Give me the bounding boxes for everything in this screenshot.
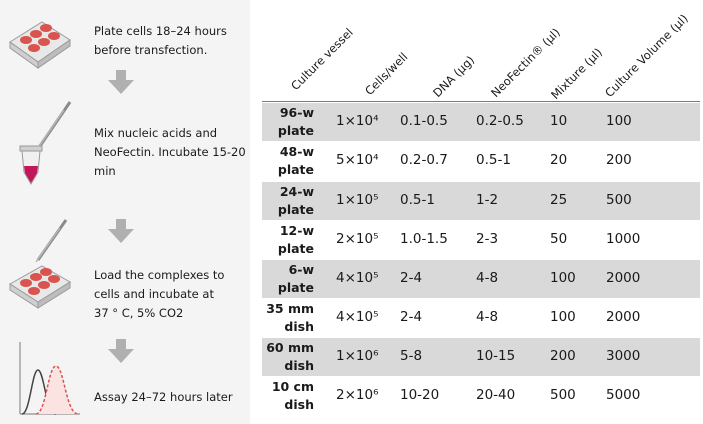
- header-mixture: Mixture (µl): [548, 45, 605, 102]
- header-culture-vessel: Culture vessel: [288, 25, 356, 93]
- cells-cell: 5×10⁴: [336, 152, 379, 168]
- table-row: 35 mm dish 4×10⁵ 2-4 4-8 100 2000: [262, 299, 700, 337]
- protocol-steps-panel: Plate cells 18–24 hours before transfect…: [0, 0, 250, 424]
- pipette-icon: [35, 219, 68, 263]
- mixture-cell: 25: [550, 192, 568, 208]
- vessel-cell: 60 mm dish: [266, 340, 314, 373]
- volume-cell: 5000: [606, 387, 641, 403]
- volume-cell: 3000: [606, 348, 641, 364]
- table-row: 10 cm dish 2×10⁶ 10-20 20-40 500 5000: [262, 377, 700, 415]
- dna-cell: 2-4: [400, 309, 423, 325]
- dna-cell: 2-4: [400, 270, 423, 286]
- table-row: 12-w plate 2×10⁵ 1.0-1.5 2-3 50 1000: [262, 221, 700, 259]
- step-4-text: Assay 24–72 hours later: [94, 390, 233, 404]
- volume-cell: 2000: [606, 309, 641, 325]
- volume-cell: 100: [606, 113, 632, 129]
- vessel-cell: 10 cm dish: [271, 379, 314, 412]
- arrow-down-icon: [108, 219, 134, 243]
- dna-cell: 1.0-1.5: [400, 231, 448, 247]
- mixture-cell: 50: [550, 231, 568, 247]
- neofectin-cell: 4-8: [476, 309, 499, 325]
- mixture-cell: 200: [550, 348, 576, 364]
- mixture-cell: 20: [550, 152, 568, 168]
- arrow-down-icon: [108, 339, 134, 363]
- cells-cell: 1×10⁵: [336, 192, 379, 208]
- neofectin-cell: 0.5-1: [476, 152, 511, 168]
- dna-cell: 10-20: [400, 387, 440, 403]
- pipette-icon: [37, 101, 72, 149]
- table-row: 60 mm dish 1×10⁶ 5-8 10-15 200 3000: [262, 338, 700, 376]
- vessel-cell: 35 mm dish: [266, 301, 314, 334]
- cells-cell: 1×10⁴: [336, 113, 379, 129]
- vessel-cell: 24-w plate: [277, 184, 314, 217]
- vessel-cell: 12-w plate: [277, 223, 314, 256]
- header-dna: DNA (µg): [430, 52, 478, 100]
- dna-cell: 5-8: [400, 348, 423, 364]
- header-divider: [262, 101, 700, 102]
- histogram-icon: [19, 342, 80, 415]
- dna-cell: 0.5-1: [400, 192, 435, 208]
- dna-cell: 0.2-0.7: [400, 152, 448, 168]
- step-3-text: Load the complexes to cells and incubate…: [94, 268, 225, 320]
- mixture-cell: 100: [550, 309, 576, 325]
- mixture-cell: 10: [550, 113, 568, 129]
- volume-cell: 500: [606, 192, 632, 208]
- neofectin-cell: 10-15: [476, 348, 516, 364]
- neofectin-cell: 0.2-0.5: [476, 113, 524, 129]
- neofectin-cell: 4-8: [476, 270, 499, 286]
- neofectin-cell: 1-2: [476, 192, 499, 208]
- cells-cell: 1×10⁶: [336, 348, 379, 364]
- header-cells-well: Cells/well: [362, 49, 411, 98]
- volume-cell: 1000: [606, 231, 641, 247]
- step-2-text: Mix nucleic acids and NeoFectin. Incubat…: [94, 126, 246, 178]
- volume-cell: 200: [606, 152, 632, 168]
- cells-cell: 4×10⁵: [336, 270, 379, 286]
- neofectin-cell: 2-3: [476, 231, 499, 247]
- table-row: 48-w plate 5×10⁴ 0.2-0.7 0.5-1 20 200: [262, 142, 700, 180]
- cells-cell: 4×10⁵: [336, 309, 379, 325]
- vessel-cell: 48-w plate: [277, 144, 314, 177]
- arrow-down-icon: [108, 70, 134, 94]
- volume-cell: 2000: [606, 270, 641, 286]
- table-row: 6-w plate 4×10⁵ 2-4 4-8 100 2000: [262, 260, 700, 298]
- header-culture-volume: Culture Volume (µl): [602, 11, 691, 101]
- tube-icon: [19, 145, 43, 185]
- vessel-cell: 96-w plate: [277, 105, 314, 138]
- vessel-cell: 6-w plate: [277, 262, 314, 295]
- cells-cell: 2×10⁶: [336, 387, 379, 403]
- mixture-cell: 100: [550, 270, 576, 286]
- mixture-cell: 500: [550, 387, 576, 403]
- step-1-text: Plate cells 18–24 hours before transfect…: [94, 24, 227, 57]
- well-plate-icon: [9, 21, 71, 69]
- table-row: 96-w plate 1×10⁴ 0.1-0.5 0.2-0.5 10 100: [262, 103, 700, 141]
- neofectin-cell: 20-40: [476, 387, 516, 403]
- cells-cell: 2×10⁵: [336, 231, 379, 247]
- well-plate-icon: [9, 265, 71, 309]
- dna-cell: 0.1-0.5: [400, 113, 448, 129]
- table-row: 24-w plate 1×10⁵ 0.5-1 1-2 25 500: [262, 182, 700, 220]
